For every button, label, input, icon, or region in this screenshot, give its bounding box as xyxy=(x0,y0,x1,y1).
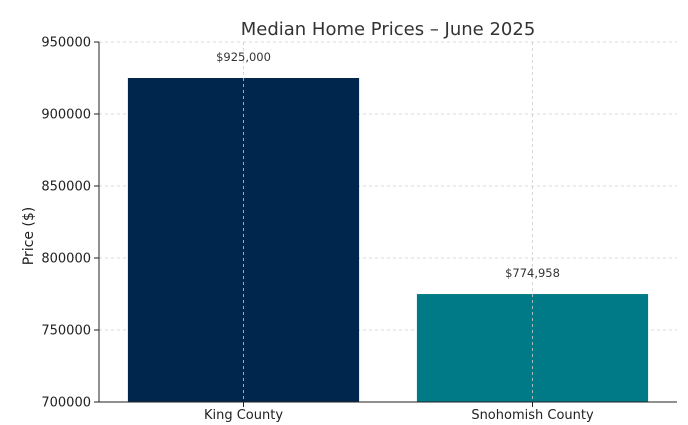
y-tick-label: 900000 xyxy=(41,108,91,123)
bars xyxy=(127,78,649,402)
y-axis-ticks: 700000 750000 800000 850000 900000 950000 xyxy=(41,36,99,411)
x-tick-label: Snohomish County xyxy=(471,408,594,423)
vertical-grid-lines xyxy=(243,42,533,402)
y-tick-label: 850000 xyxy=(41,180,91,195)
x-axis-ticks: King County Snohomish County xyxy=(204,402,594,423)
chart-title: Median Home Prices – June 2025 xyxy=(241,19,536,40)
y-tick-label: 800000 xyxy=(41,252,91,267)
y-tick-label: 950000 xyxy=(41,36,91,51)
x-tick-label: King County xyxy=(204,408,283,423)
data-labels: $925,000 $774,958 xyxy=(216,50,560,280)
data-label: $774,958 xyxy=(505,266,560,280)
data-label: $925,000 xyxy=(216,50,271,64)
y-axis-label: Price ($) xyxy=(21,207,37,265)
y-tick-label: 750000 xyxy=(41,324,91,339)
y-tick-label: 700000 xyxy=(41,396,91,411)
